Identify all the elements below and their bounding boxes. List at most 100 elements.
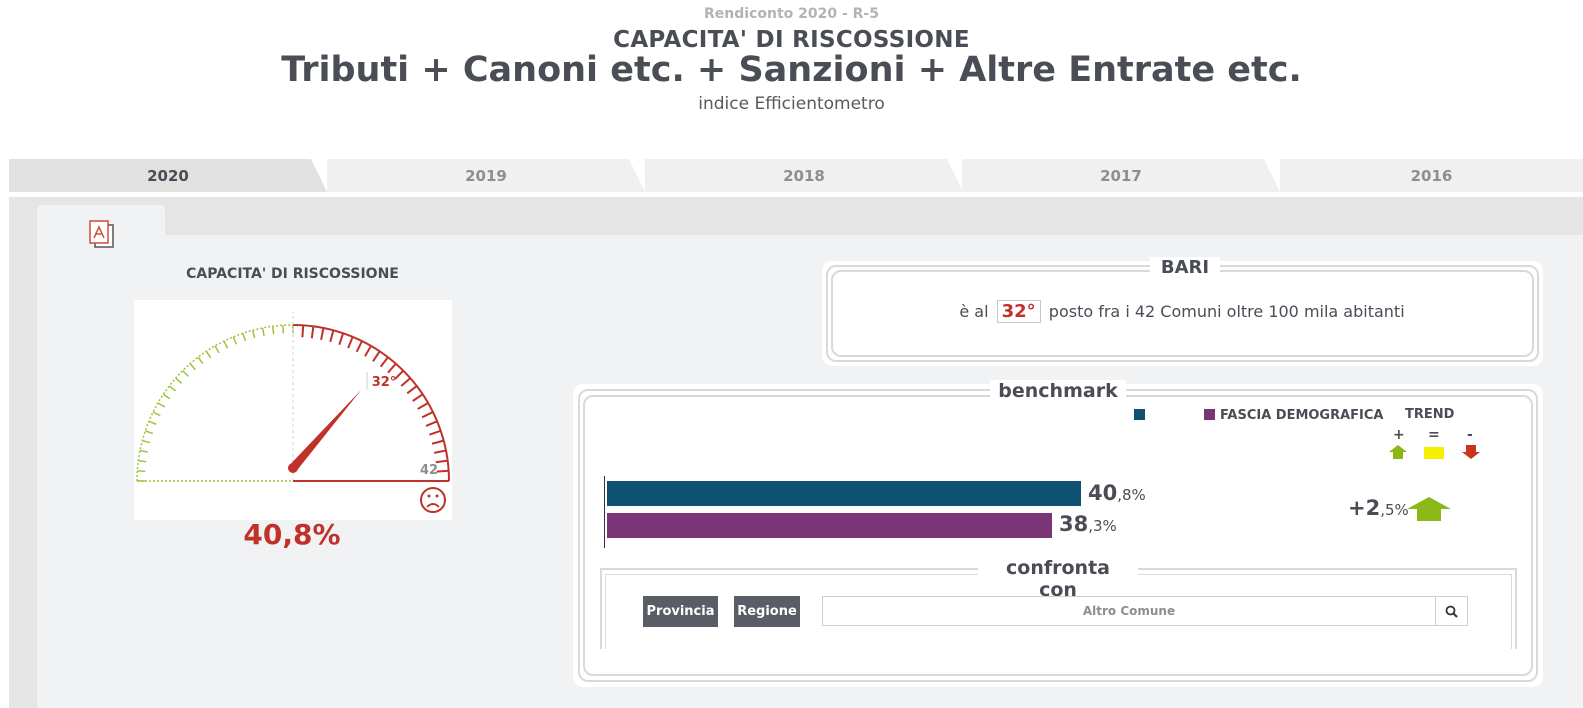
gauge-rank-label: 32° — [372, 375, 397, 390]
bar-axis — [604, 476, 605, 548]
gauge-tick — [197, 356, 204, 365]
tab-2019[interactable]: 2019 — [327, 159, 645, 192]
city-bar-value-main: 40 — [1088, 481, 1118, 505]
gauge-tick — [138, 459, 147, 463]
gauge-tick — [175, 377, 183, 384]
gauge-tick — [152, 411, 161, 417]
rank-gauge: 32° 42 — [134, 300, 452, 520]
tab-2018[interactable]: 2018 — [645, 159, 963, 192]
gauge-tick — [320, 327, 325, 340]
city-bar-value-decimal: ,8% — [1117, 486, 1146, 504]
gauge-tick — [145, 430, 154, 435]
gauge-tick — [261, 327, 265, 336]
trend-title: TREND — [1405, 407, 1455, 422]
gauge-tick — [189, 363, 196, 371]
gauge-tick — [429, 429, 442, 436]
gauge-tick — [271, 326, 275, 335]
gauge-tick — [434, 449, 447, 454]
trend-value-main: +2 — [1348, 496, 1381, 520]
tab-2020[interactable]: 2020 — [9, 159, 327, 192]
gauge-tick — [421, 411, 434, 419]
page-subtitle: CAPACITA' DI RISCOSSIONE — [613, 27, 970, 53]
trend-value: +2,5% — [1348, 496, 1409, 520]
gauge-tick — [406, 385, 418, 395]
gauge-tick — [347, 336, 354, 349]
gauge-tick — [400, 377, 411, 387]
sad-face-icon — [420, 487, 446, 513]
gauge-tick — [162, 393, 171, 400]
report-code: Rendiconto 2020 - R-5 — [704, 6, 879, 22]
gauge-max-label: 42 — [420, 463, 438, 478]
fascia-bar-value-main: 38 — [1058, 512, 1089, 536]
gauge-tick — [148, 420, 157, 426]
altro-comune-input[interactable]: Altro Comune — [822, 596, 1436, 626]
gauge-tick — [205, 350, 212, 359]
gauge-tick — [142, 439, 151, 444]
city-bar — [607, 481, 1081, 506]
city-name: BARI — [1150, 257, 1220, 278]
tab-2017[interactable]: 2017 — [962, 159, 1280, 192]
gauge-ticks — [137, 325, 449, 482]
fascia-bar-value: 38,3% — [1059, 512, 1117, 536]
rank-prefix: è al — [959, 302, 989, 321]
compare-title: confronta con — [978, 557, 1138, 601]
up-arrow-icon — [1407, 497, 1451, 521]
trend-plus-label: + — [1393, 427, 1405, 443]
gauge-tick — [182, 370, 189, 377]
gauge-tick — [364, 345, 372, 357]
legend-fascia-label: FASCIA DEMOGRAFICA — [1220, 408, 1384, 423]
rank-suffix: posto fra i 42 Comuni oltre 100 mila abi… — [1048, 302, 1405, 321]
gauge-tick — [417, 402, 429, 410]
gauge-tick — [232, 336, 238, 345]
gauge-tick — [242, 333, 247, 342]
tab-2016[interactable]: 2016 — [1280, 159, 1583, 192]
gauge-tick — [301, 325, 305, 338]
gauge-title: CAPACITA' DI RISCOSSIONE — [186, 266, 399, 282]
gauge-needle — [289, 389, 362, 471]
rank-badge: 32° — [996, 300, 1041, 323]
gauge-pivot — [288, 463, 298, 473]
gauge-tick — [137, 470, 146, 473]
city-bar-value: 40,8% — [1088, 481, 1146, 505]
rank-card — [822, 261, 1543, 366]
gauge-tick — [214, 345, 220, 354]
gauge-value: 40,8% — [243, 518, 341, 551]
gauge-tick — [139, 449, 148, 453]
search-button[interactable] — [1435, 596, 1468, 626]
trend-down-legend-icon — [1462, 445, 1480, 459]
gauge-tick — [425, 420, 438, 427]
trend-equal-label: = — [1428, 427, 1440, 443]
gauge-tick — [436, 469, 449, 473]
legend-fascia-swatch — [1204, 409, 1215, 420]
gauge-tick — [310, 326, 315, 339]
gauge-tick — [372, 350, 381, 362]
gauge-tick — [282, 325, 285, 334]
page-caption: indice Efficientometro — [698, 94, 885, 114]
gauge-tick — [168, 385, 177, 392]
pdf-icon[interactable] — [87, 220, 119, 250]
pdf-subtab[interactable] — [37, 205, 165, 248]
year-tabs: 2020 2019 2018 2017 2016 — [9, 159, 1583, 192]
gauge-tick — [387, 363, 397, 374]
gauge-tick — [223, 340, 229, 349]
gauge-tick — [394, 369, 405, 380]
benchmark-title: benchmark — [990, 380, 1126, 402]
regione-button[interactable]: Regione — [734, 596, 800, 627]
gauge-tick — [435, 459, 448, 464]
gauge-tick — [251, 330, 256, 339]
page-title: Tributi + Canoni etc. + Sanzioni + Altre… — [281, 50, 1302, 90]
gauge-tick — [329, 330, 335, 343]
fascia-bar — [607, 513, 1052, 538]
gauge-tick — [355, 340, 363, 353]
legend-city-swatch — [1134, 409, 1145, 420]
rank-sentence: è al 32° posto fra i 42 Comuni oltre 100… — [834, 300, 1530, 323]
gauge-tick — [379, 356, 389, 368]
gauge-tick — [157, 402, 166, 408]
provincia-button[interactable]: Provincia — [643, 596, 718, 627]
trend-up-legend-icon — [1389, 445, 1407, 459]
trend-value-decimal: ,5% — [1380, 501, 1409, 519]
trend-equal-legend-icon — [1424, 447, 1444, 459]
fascia-bar-value-decimal: ,3% — [1088, 517, 1117, 535]
trend-minus-label: - — [1467, 427, 1473, 443]
gauge-tick — [412, 393, 424, 402]
